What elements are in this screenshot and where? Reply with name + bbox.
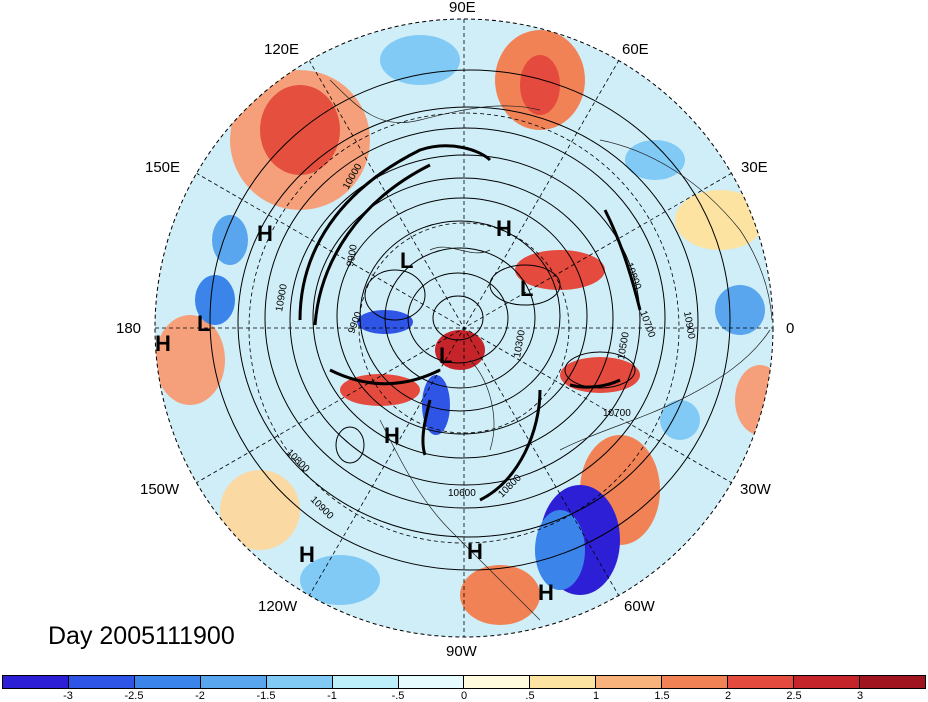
- contour-label: 10900: [681, 311, 697, 341]
- colorbar-swatch: [398, 676, 465, 688]
- colorbar-tick-label: 0: [460, 690, 468, 702]
- colorbar-tick-label: 1: [592, 690, 600, 702]
- low-pressure-marker: L: [197, 311, 211, 336]
- contour-label: 10700: [603, 408, 631, 419]
- colorbar-tick-label: 1.5: [654, 690, 670, 702]
- lon-label-30w: 30W: [740, 481, 771, 498]
- colorbar-swatch: [859, 676, 925, 688]
- colorbar-swatch: [134, 676, 201, 688]
- day-label: Day 2005111900: [48, 622, 235, 650]
- map-boundary: [154, 18, 774, 638]
- colorbar-swatch: [200, 676, 267, 688]
- coastlines: [329, 79, 773, 621]
- lon-label-90w: 90W: [446, 643, 477, 660]
- lon-label-150w: 150W: [140, 481, 180, 498]
- colorbar-tick-label: 3: [856, 690, 864, 702]
- high-pressure-marker: H: [299, 542, 315, 567]
- contour-label: 10500: [616, 331, 632, 361]
- contour-label: 9900: [345, 243, 360, 267]
- colorbar-tick-label: -1.5: [256, 690, 276, 702]
- high-pressure-marker: H: [384, 423, 400, 448]
- lon-label-150e: 150E: [145, 159, 181, 176]
- contour-label: 10300: [512, 329, 528, 359]
- colorbar-tick-label: -.5: [391, 690, 405, 702]
- colorbar-swatch: [464, 676, 531, 688]
- contour-label: 10900: [274, 283, 290, 313]
- colorbar: [2, 675, 926, 689]
- colorbar-swatch: [3, 676, 69, 688]
- contour-label: 10600: [448, 488, 476, 499]
- high-pressure-marker: H: [496, 216, 512, 241]
- colorbar-swatch: [728, 676, 795, 688]
- colorbar-tick-label: -1: [327, 690, 337, 702]
- high-pressure-marker: H: [538, 580, 554, 605]
- colorbar-swatch: [530, 676, 597, 688]
- low-pressure-marker: L: [520, 276, 534, 301]
- lon-label-0: 0: [786, 320, 795, 337]
- colorbar-swatch: [68, 676, 135, 688]
- lon-label-60w: 60W: [624, 598, 655, 615]
- graticule: [155, 19, 773, 637]
- colorbar-tick-label: 2: [724, 690, 732, 702]
- colorbar-tick-label: .5: [525, 690, 535, 702]
- height-contours: [209, 69, 731, 571]
- lon-label-180: 180: [116, 320, 142, 337]
- lon-label-120e: 120E: [264, 41, 300, 58]
- lon-label-90e: 90E: [449, 0, 476, 16]
- high-pressure-marker: H: [155, 331, 171, 356]
- jet-contours: [298, 144, 642, 502]
- low-pressure-marker: L: [439, 343, 453, 368]
- colorbar-tick-label: -3: [63, 690, 73, 702]
- colorbar-swatch: [794, 676, 860, 688]
- colorbar-swatch: [662, 676, 729, 688]
- high-pressure-marker: H: [467, 539, 483, 564]
- lon-label-30e: 30E: [741, 159, 768, 176]
- lon-label-120w: 120W: [258, 598, 298, 615]
- colorbar-tick-label: 2.5: [786, 690, 802, 702]
- anomaly-shading: [155, 30, 773, 625]
- high-pressure-marker: H: [257, 221, 273, 246]
- low-pressure-marker: L: [400, 248, 414, 273]
- colorbar-swatch: [266, 676, 333, 688]
- colorbar-swatch: [332, 676, 399, 688]
- colorbar-tick-label: -2: [195, 690, 205, 702]
- lon-label-60e: 60E: [622, 41, 649, 58]
- colorbar-swatch: [596, 676, 663, 688]
- colorbar-tick-label: -2.5: [124, 690, 144, 702]
